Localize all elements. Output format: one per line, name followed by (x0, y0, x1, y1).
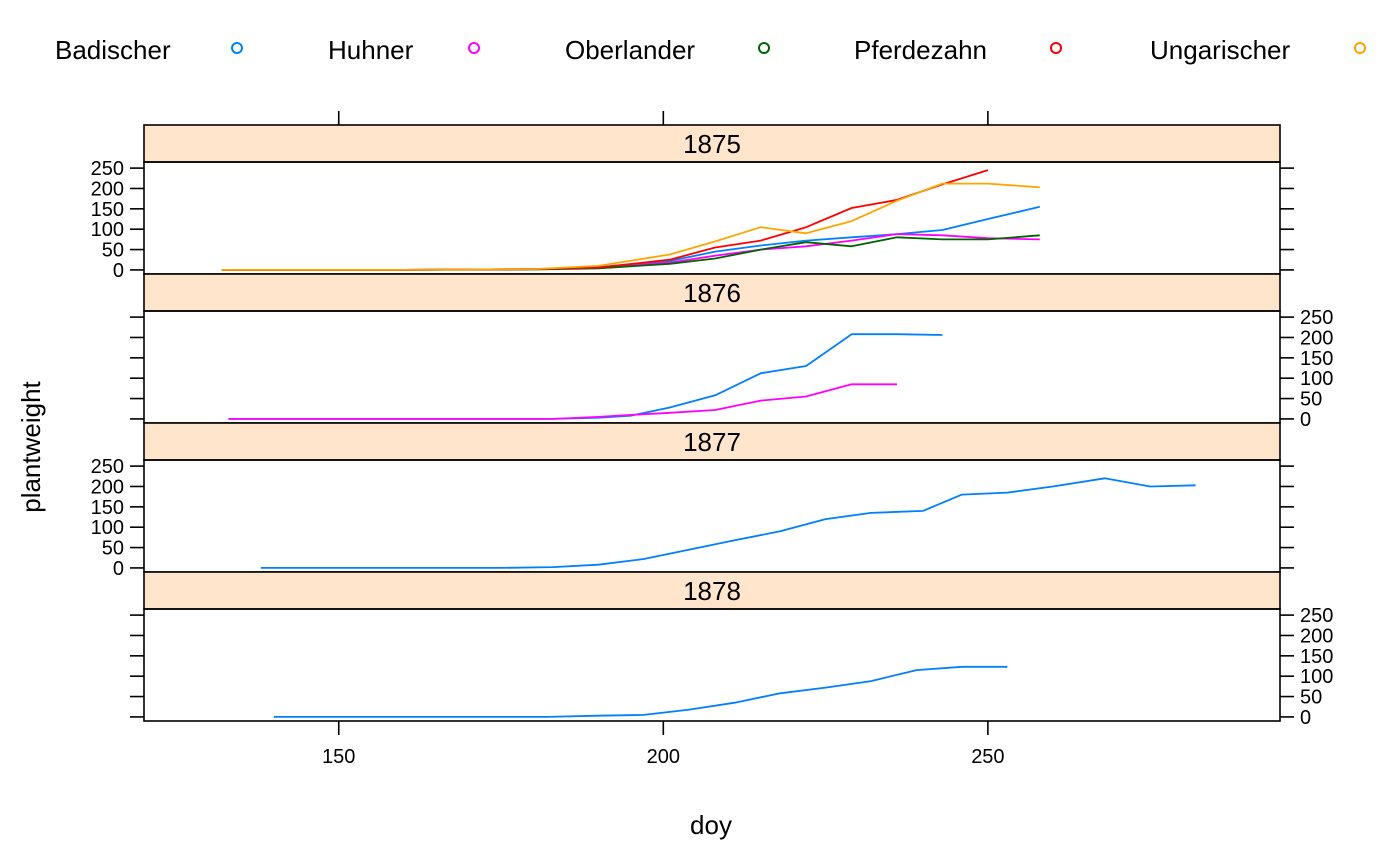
strip-1875 (143, 124, 1281, 163)
series-line-badischer-1877 (260, 477, 1196, 569)
y-tick-label-200: 200 (91, 476, 124, 498)
panel-frame-1876 (143, 310, 1281, 424)
panels: 1875050100150200250187605010015020025018… (91, 124, 1333, 729)
y-tick-label-250: 250 (1300, 605, 1333, 627)
x-axis-title: doy (690, 810, 732, 840)
y-tick-label-50: 50 (102, 538, 124, 560)
y-axis-title: plantweight (16, 380, 46, 512)
y-tick-label-50: 50 (1300, 687, 1322, 709)
y-tick-label-0: 0 (1300, 707, 1311, 729)
y-tick-label-150: 150 (1300, 348, 1333, 370)
strip-1877 (143, 422, 1281, 461)
legend-marker-ungarischer (1354, 42, 1366, 54)
y-tick-label-100: 100 (91, 517, 124, 539)
y-tick-label-150: 150 (1300, 646, 1333, 668)
y-tick-label-150: 150 (91, 497, 124, 519)
strip-label-1875: 1875 (683, 129, 741, 159)
legend-marker-huhner (468, 42, 480, 54)
legend-label-ungarischer: Ungarischer (1150, 35, 1291, 65)
y-tick-label-50: 50 (102, 240, 124, 262)
strip-label-1878: 1878 (683, 576, 741, 606)
series-line-pferdezahn-1875 (221, 169, 989, 271)
panel-frame-1878 (143, 608, 1281, 722)
series-line-badischer-1876 (228, 333, 943, 420)
y-tick-label-150: 150 (91, 199, 124, 221)
x-tick-label-250: 250 (971, 746, 1004, 768)
series-line-badischer-1878 (273, 665, 1008, 718)
legend-label-pferdezahn: Pferdezahn (854, 35, 987, 65)
legend-label-oberlander: Oberlander (565, 35, 695, 65)
panel-frame-1877 (143, 459, 1281, 573)
y-tick-label-0: 0 (1300, 409, 1311, 431)
y-tick-label-200: 200 (91, 178, 124, 200)
y-tick-label-200: 200 (1300, 327, 1333, 349)
legend-label-badischer: Badischer (55, 35, 171, 65)
series-line-ungarischer-1875 (221, 182, 1040, 271)
strip-1876 (143, 273, 1281, 312)
y-tick-label-100: 100 (1300, 666, 1333, 688)
legend-marker-oberlander (758, 42, 770, 54)
y-tick-label-200: 200 (1300, 625, 1333, 647)
y-tick-label-250: 250 (91, 456, 124, 478)
y-tick-label-50: 50 (1300, 389, 1322, 411)
legend-marker-badischer (231, 42, 243, 54)
y-tick-label-250: 250 (1300, 307, 1333, 329)
y-tick-label-250: 250 (91, 158, 124, 180)
strip-label-1877: 1877 (683, 427, 741, 457)
y-tick-label-100: 100 (91, 219, 124, 241)
series-line-huhner-1876 (228, 383, 897, 420)
y-tick-label-0: 0 (113, 260, 124, 282)
legend: Badischer Huhner Oberlander Pferdezahn Ungar… (55, 35, 1366, 65)
y-tick-label-0: 0 (113, 558, 124, 580)
strip-label-1876: 1876 (683, 278, 741, 308)
x-tick-label-200: 200 (647, 746, 680, 768)
y-tick-label-100: 100 (1300, 368, 1333, 390)
x-tick-label-150: 150 (322, 746, 355, 768)
legend-marker-pferdezahn (1050, 42, 1062, 54)
legend-label-huhner: Huhner (328, 35, 414, 65)
panel-frame-1875 (143, 161, 1281, 275)
x-axis: 150 200 250 (322, 111, 1005, 768)
